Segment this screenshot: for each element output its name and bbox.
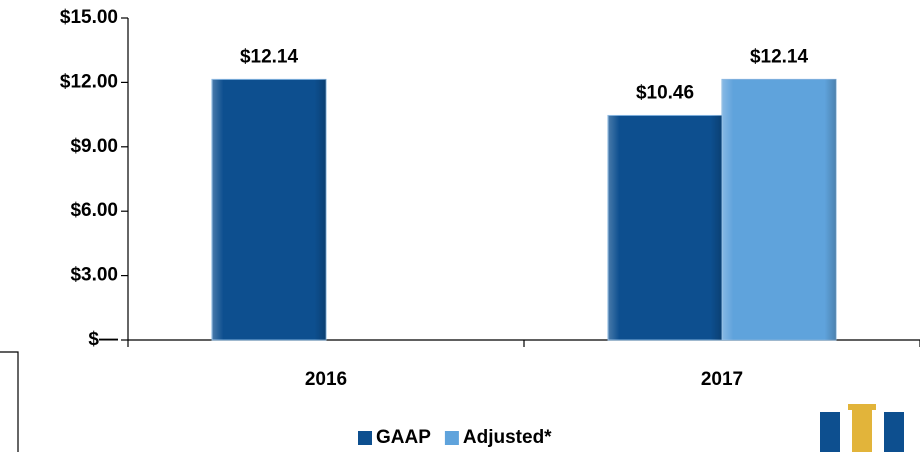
corner-decoration — [0, 351, 19, 452]
data-label: $10.46 — [636, 82, 694, 103]
legend-swatch — [444, 431, 459, 445]
x-tick-label: 2016 — [305, 369, 347, 390]
x-tick-label: 2017 — [701, 369, 743, 390]
y-tick-label: $15.00 — [60, 7, 118, 28]
y-tick-label: $9.00 — [70, 136, 118, 157]
legend-swatch — [358, 431, 372, 445]
y-tick-label: $6.00 — [70, 200, 118, 221]
bar-shine — [722, 79, 836, 341]
y-tick-label: $3.00 — [70, 265, 118, 286]
logo — [820, 404, 904, 452]
y-tick-label: $— — [88, 329, 118, 350]
bar-shine — [212, 79, 326, 341]
legend-label: GAAP — [376, 427, 431, 448]
data-label: $12.14 — [240, 46, 299, 67]
legend-label: Adjusted* — [463, 427, 552, 448]
y-tick-label: $12.00 — [60, 71, 118, 92]
bar-shine — [608, 115, 722, 340]
data-label: $12.14 — [750, 46, 809, 67]
